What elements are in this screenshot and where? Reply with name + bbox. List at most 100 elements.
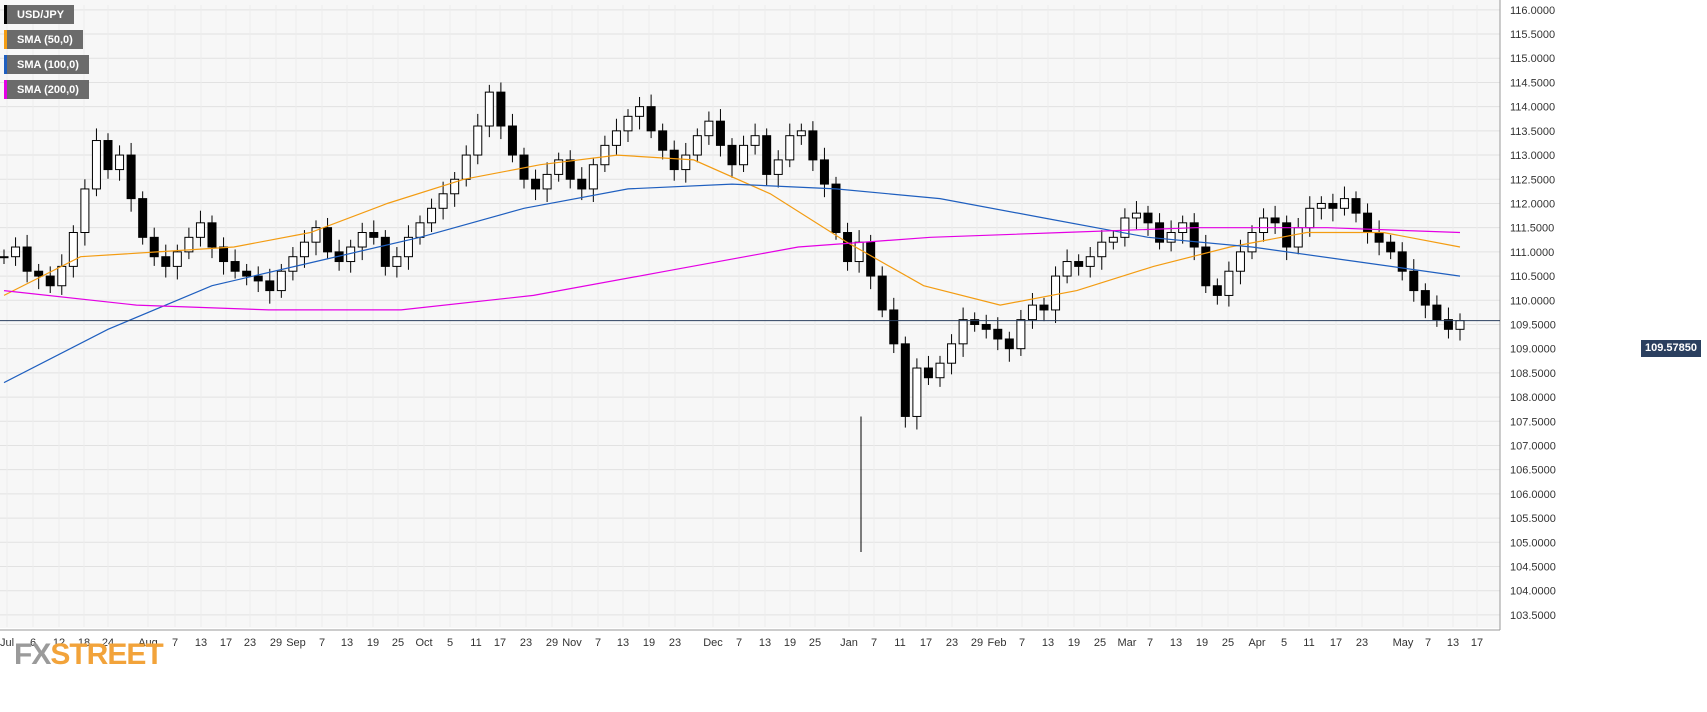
candle-body [912, 367, 922, 417]
candle-body [715, 120, 725, 146]
candle-body [681, 154, 691, 171]
candle-body [1108, 236, 1118, 243]
candle-body [57, 265, 67, 287]
candle-body [1004, 338, 1014, 350]
candle-body [900, 343, 910, 417]
legend-item-sma50: SMA (50,0) [4, 30, 83, 49]
y-tick-label: 110.5000 [1510, 271, 1555, 283]
x-tick-label: 11 [894, 637, 905, 649]
candle-body [276, 270, 286, 292]
x-tick-label: 17 [494, 637, 506, 649]
x-tick-label: Apr [1248, 637, 1265, 649]
candle-body [438, 193, 448, 209]
candle-body [1270, 217, 1280, 224]
x-tick-label: 7 [871, 637, 877, 649]
candle-body [611, 130, 621, 146]
candle-body [126, 154, 136, 200]
candle-body [380, 236, 390, 267]
legend-swatch [4, 5, 7, 24]
x-tick-label: 11 [470, 637, 481, 649]
x-tick-label: 7 [319, 637, 325, 649]
candle-body [0, 256, 9, 259]
x-tick-label: 23 [244, 637, 256, 649]
candle-body [138, 198, 148, 238]
x-tick-label: 17 [1471, 637, 1483, 649]
x-tick-label: Aug [138, 637, 158, 649]
candle-body [588, 164, 598, 190]
candle-body [727, 144, 737, 166]
candle-body [542, 173, 552, 190]
candle-body [739, 144, 749, 166]
candle-body [1420, 290, 1430, 306]
legend-item-sma100: SMA (100,0) [4, 55, 89, 74]
candle-body [195, 222, 205, 238]
y-tick-label: 107.5000 [1510, 416, 1556, 428]
fxstreet-logo: FXSTREET [14, 638, 164, 671]
x-tick-label: 19 [1068, 637, 1080, 649]
candle-body [1443, 319, 1453, 330]
x-tick-label: 13 [195, 637, 207, 649]
sma-line [3, 227, 1461, 311]
x-tick-label: 13 [759, 637, 771, 649]
candle-body [1131, 212, 1141, 219]
candle-body [1120, 217, 1130, 238]
candle-body [184, 236, 194, 253]
x-tick-label: 25 [1222, 637, 1234, 649]
legend: USD/JPY SMA (50,0) SMA (100,0) SMA (200,… [4, 5, 89, 105]
candle-body [172, 251, 182, 267]
candle-body [403, 236, 413, 258]
candle-body [161, 256, 171, 267]
candle-body [68, 232, 78, 267]
candle-body [1305, 207, 1315, 229]
candle-body [91, 140, 101, 190]
candle-body [981, 323, 991, 330]
x-tick-label: 7 [1425, 637, 1431, 649]
candle-body [947, 343, 957, 364]
candle-body [1143, 212, 1153, 224]
x-tick-label: 19 [1196, 637, 1208, 649]
x-tick-label: 29 [971, 637, 983, 649]
candle-body [45, 275, 55, 287]
candle-body [658, 130, 668, 151]
legend-item-sma200: SMA (200,0) [4, 80, 89, 99]
candle-body [253, 275, 263, 282]
candle-body [1189, 222, 1199, 248]
candle-body [854, 241, 864, 263]
x-tick-label: May [1393, 637, 1414, 649]
y-tick-label: 105.5000 [1510, 513, 1556, 525]
sma-line [3, 183, 1461, 384]
x-tick-label: 13 [341, 637, 353, 649]
candle-body [692, 135, 702, 156]
legend-swatch [4, 80, 7, 99]
candle-body [1085, 256, 1095, 267]
candle-body [323, 227, 333, 253]
candle-body [1374, 232, 1384, 243]
x-tick-label: 17 [1330, 637, 1342, 649]
candle-body [646, 106, 656, 132]
x-tick-label: 7 [736, 637, 742, 649]
x-tick-label: 29 [546, 637, 558, 649]
y-tick-label: 104.0000 [1510, 586, 1556, 598]
plot-background [0, 0, 1500, 628]
candle-body [11, 246, 21, 258]
candle-body [219, 246, 229, 263]
candle-body [1027, 304, 1037, 321]
candle-body [507, 125, 517, 156]
y-tick-label: 111.5000 [1510, 223, 1554, 235]
x-tick-label: Dec [703, 637, 723, 649]
y-tick-label: 112.0000 [1510, 198, 1555, 210]
candle-body [1051, 275, 1061, 311]
x-tick-label: 23 [1356, 637, 1368, 649]
y-tick-label: 103.5000 [1510, 610, 1556, 622]
candle-body [785, 135, 795, 161]
y-tick-label: 106.0000 [1510, 489, 1556, 501]
y-tick-label: 108.5000 [1510, 368, 1556, 380]
candle-body [866, 241, 876, 277]
x-tick-label: 18 [78, 637, 90, 649]
candle-body [1316, 202, 1326, 209]
x-tick-label: 7 [172, 637, 178, 649]
y-tick-label: 115.5000 [1510, 29, 1555, 41]
x-tick-label: 5 [447, 637, 453, 649]
x-tick-label: 13 [1447, 637, 1459, 649]
candle-body [704, 120, 714, 137]
